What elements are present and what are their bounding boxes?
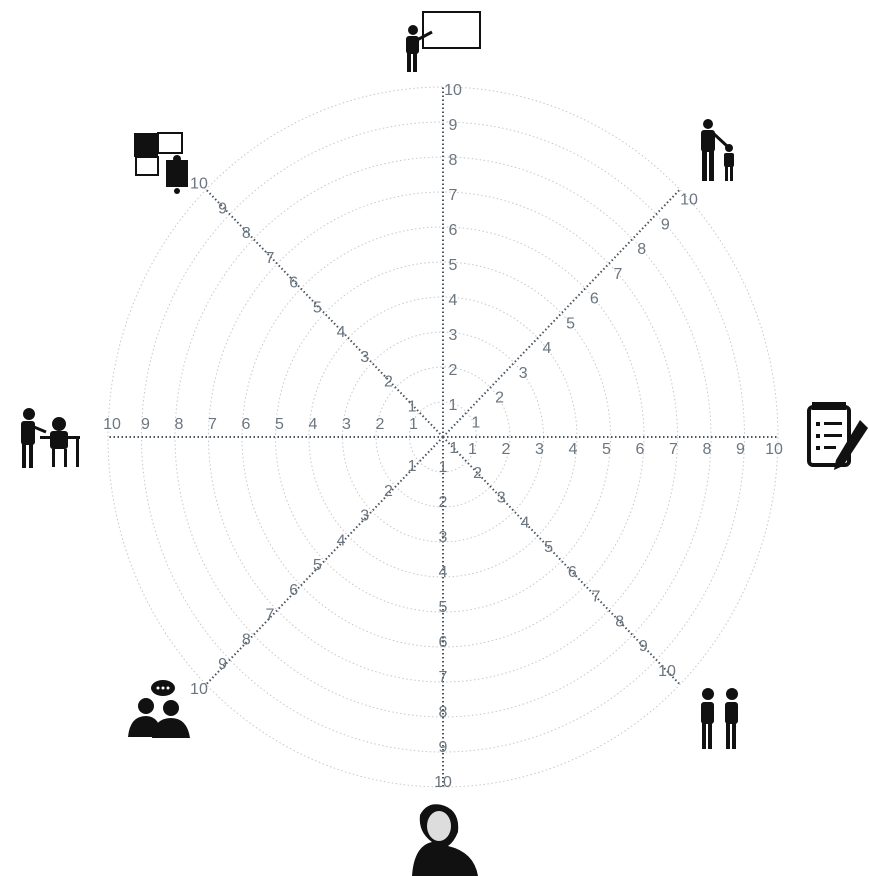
scale-label: 3 bbox=[497, 490, 506, 507]
scale-label: 3 bbox=[535, 441, 544, 458]
scale-label: 8 bbox=[175, 416, 184, 433]
scale-label: 6 bbox=[289, 275, 298, 292]
scale-label: 9 bbox=[661, 216, 670, 233]
spoke bbox=[205, 436, 444, 686]
scale-label: 5 bbox=[313, 299, 322, 316]
scale-label: 4 bbox=[569, 441, 578, 458]
scale-label: 6 bbox=[439, 634, 448, 651]
ring bbox=[375, 366, 511, 508]
icon-two-people-talking bbox=[701, 688, 738, 749]
scale-label: 1 bbox=[449, 397, 458, 414]
scale-label: 7 bbox=[439, 669, 448, 686]
spoke bbox=[442, 188, 681, 438]
spoke bbox=[442, 436, 681, 686]
scale-label: 10 bbox=[103, 416, 121, 433]
icon-portrait bbox=[412, 804, 478, 876]
scale-label: 5 bbox=[566, 315, 575, 332]
icon-tutor-at-desk bbox=[21, 408, 80, 468]
scale-label: 8 bbox=[242, 631, 251, 648]
scale-label: 4 bbox=[337, 324, 346, 341]
scale-label: 7 bbox=[208, 416, 217, 433]
scale-label: 6 bbox=[449, 222, 458, 239]
scale-label: 9 bbox=[736, 441, 745, 458]
scale-label: 3 bbox=[360, 508, 369, 525]
scale-label: 5 bbox=[602, 441, 611, 458]
scale-label: 5 bbox=[544, 539, 553, 556]
scale-label: 10 bbox=[434, 774, 452, 791]
spokes bbox=[108, 87, 778, 787]
scale-label: 9 bbox=[218, 200, 227, 217]
scale-label: 1 bbox=[471, 414, 480, 431]
scale-label: 7 bbox=[266, 607, 275, 624]
scale-label: 8 bbox=[703, 441, 712, 458]
scale-label: 4 bbox=[337, 532, 346, 549]
scale-label: 4 bbox=[449, 292, 458, 309]
scale-label: 3 bbox=[449, 327, 458, 344]
scale-label: 8 bbox=[439, 704, 448, 721]
scale-label: 1 bbox=[409, 416, 418, 433]
icon-parent-child bbox=[701, 119, 734, 181]
scale-label: 1 bbox=[449, 440, 458, 457]
scale-label: 6 bbox=[590, 291, 599, 308]
spoke bbox=[205, 188, 444, 438]
scale-label: 2 bbox=[439, 494, 448, 511]
scale-label: 7 bbox=[592, 589, 601, 606]
scale-label: 5 bbox=[275, 416, 284, 433]
scale-label: 3 bbox=[342, 416, 351, 433]
scale-label: 1 bbox=[408, 458, 417, 475]
scale-label: 8 bbox=[242, 225, 251, 242]
scale-label: 4 bbox=[439, 564, 448, 581]
scale-label: 3 bbox=[360, 349, 369, 366]
icon-notepad bbox=[807, 402, 868, 470]
scale-label: 10 bbox=[190, 681, 208, 698]
scale-label: 6 bbox=[289, 582, 298, 599]
scale-label: 8 bbox=[449, 152, 458, 169]
scale-label: 4 bbox=[542, 340, 551, 357]
scale-label: 2 bbox=[495, 390, 504, 407]
scale-labels: 1 2 3 4 5 6 7 8 9 1012345678910123456789101234567… bbox=[103, 82, 783, 791]
scale-label: 2 bbox=[449, 362, 458, 379]
scale-label: 10 bbox=[680, 192, 698, 209]
scale-label: 7 bbox=[449, 187, 458, 204]
scale-label: 2 bbox=[376, 416, 385, 433]
icon-puzzle bbox=[134, 132, 188, 194]
scale-label: 1 bbox=[439, 459, 448, 476]
scale-label: 8 bbox=[615, 613, 624, 630]
scale-label: 9 bbox=[141, 416, 150, 433]
scale-label: 3 bbox=[439, 529, 448, 546]
scale-label: 4 bbox=[520, 514, 529, 531]
scale-label: 10 bbox=[190, 176, 208, 193]
scale-label: 10 bbox=[444, 82, 462, 99]
scale-label: 6 bbox=[242, 416, 251, 433]
scale-label: 2 bbox=[384, 374, 393, 391]
scale-label: 9 bbox=[439, 739, 448, 756]
scale-label: 10 bbox=[658, 663, 676, 680]
scale-label: 9 bbox=[639, 638, 648, 655]
icon-group-discussion bbox=[128, 680, 190, 738]
scale-label: 1 bbox=[408, 398, 417, 415]
scale-label: 9 bbox=[449, 117, 458, 134]
scale-label: 4 bbox=[309, 416, 318, 433]
scale-label: 5 bbox=[449, 257, 458, 274]
scale-label: 2 bbox=[473, 465, 482, 482]
scale-label: 1 bbox=[468, 441, 477, 458]
ring bbox=[275, 261, 611, 613]
scale-label: 7 bbox=[614, 266, 623, 283]
scale-label: 8 bbox=[637, 241, 646, 258]
scale-label: 5 bbox=[313, 557, 322, 574]
scale-label: 6 bbox=[636, 441, 645, 458]
scale-label: 7 bbox=[266, 250, 275, 267]
icon-teacher bbox=[406, 11, 481, 72]
scale-label: 3 bbox=[519, 365, 528, 382]
scale-label: 10 bbox=[765, 441, 783, 458]
scale-label: 7 bbox=[669, 441, 678, 458]
scale-label: 5 bbox=[439, 599, 448, 616]
ring bbox=[107, 86, 779, 788]
scale-label: 2 bbox=[384, 483, 393, 500]
scale-label: 9 bbox=[218, 656, 227, 673]
scale-label: 2 bbox=[502, 441, 511, 458]
scale-label: 6 bbox=[568, 564, 577, 581]
